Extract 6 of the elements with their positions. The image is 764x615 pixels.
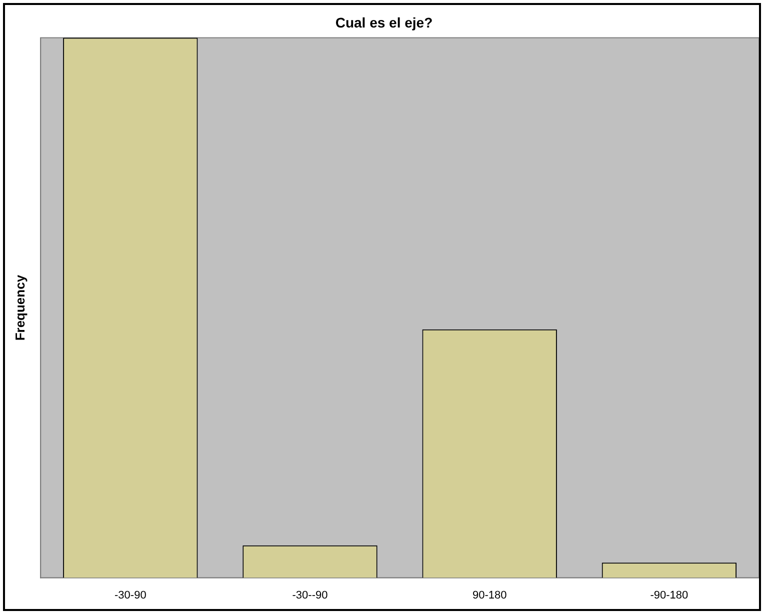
x-tick-label: -30--90 <box>292 589 328 602</box>
y-axis-title: Frequency <box>12 274 28 341</box>
x-tick-label: 90-180 <box>472 589 507 602</box>
x-tick-label: -30-90 <box>114 589 146 602</box>
chart-title: Cual es el eje? <box>335 14 433 30</box>
x-tick-label: -90-180 <box>650 589 688 602</box>
